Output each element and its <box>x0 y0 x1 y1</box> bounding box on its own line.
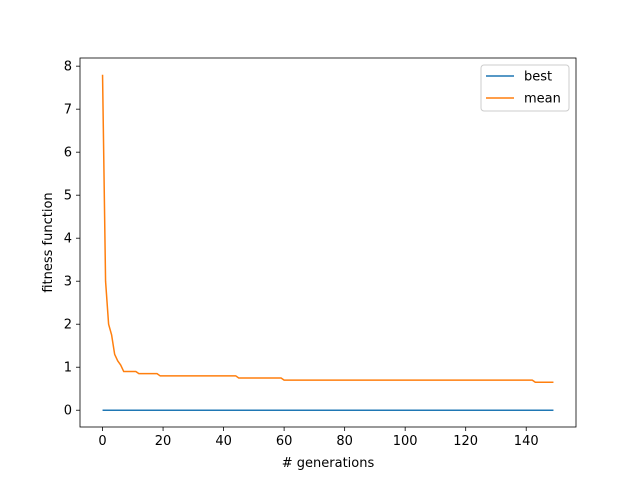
plot-area <box>80 58 576 427</box>
plot-frame <box>79 57 577 428</box>
x-tick-label: 40 <box>215 434 232 449</box>
y-tick-label: 1 <box>64 361 72 376</box>
y-axis-label: fitness function <box>41 192 56 292</box>
legend-label-best: best <box>524 70 552 85</box>
x-ticks: 0 20 40 60 80 100 120 140 <box>98 427 539 449</box>
x-tick-label: 0 <box>98 434 106 449</box>
legend-label-mean: mean <box>524 92 561 107</box>
y-tick-label: 4 <box>64 232 72 247</box>
x-axis-label: # generations <box>282 456 375 471</box>
y-tick-label: 2 <box>64 318 72 333</box>
x-tick-label: 60 <box>276 434 293 449</box>
y-tick-label: 6 <box>64 146 72 161</box>
x-tick-label: 100 <box>393 434 418 449</box>
x-tick-label: 140 <box>514 434 539 449</box>
legend: best mean <box>480 64 570 112</box>
y-tick-label: 5 <box>64 189 72 204</box>
y-tick-label: 8 <box>64 60 72 75</box>
x-tick-label: 80 <box>336 434 353 449</box>
y-tick-label: 0 <box>64 404 72 419</box>
series-line-mean <box>101 74 554 384</box>
y-tick-label: 3 <box>64 275 72 290</box>
y-ticks: 0 1 2 3 4 5 6 7 8 <box>64 60 80 419</box>
y-tick-label: 7 <box>64 103 72 118</box>
series-layer <box>101 74 554 411</box>
x-tick-label: 20 <box>155 434 172 449</box>
x-tick-label: 120 <box>453 434 478 449</box>
